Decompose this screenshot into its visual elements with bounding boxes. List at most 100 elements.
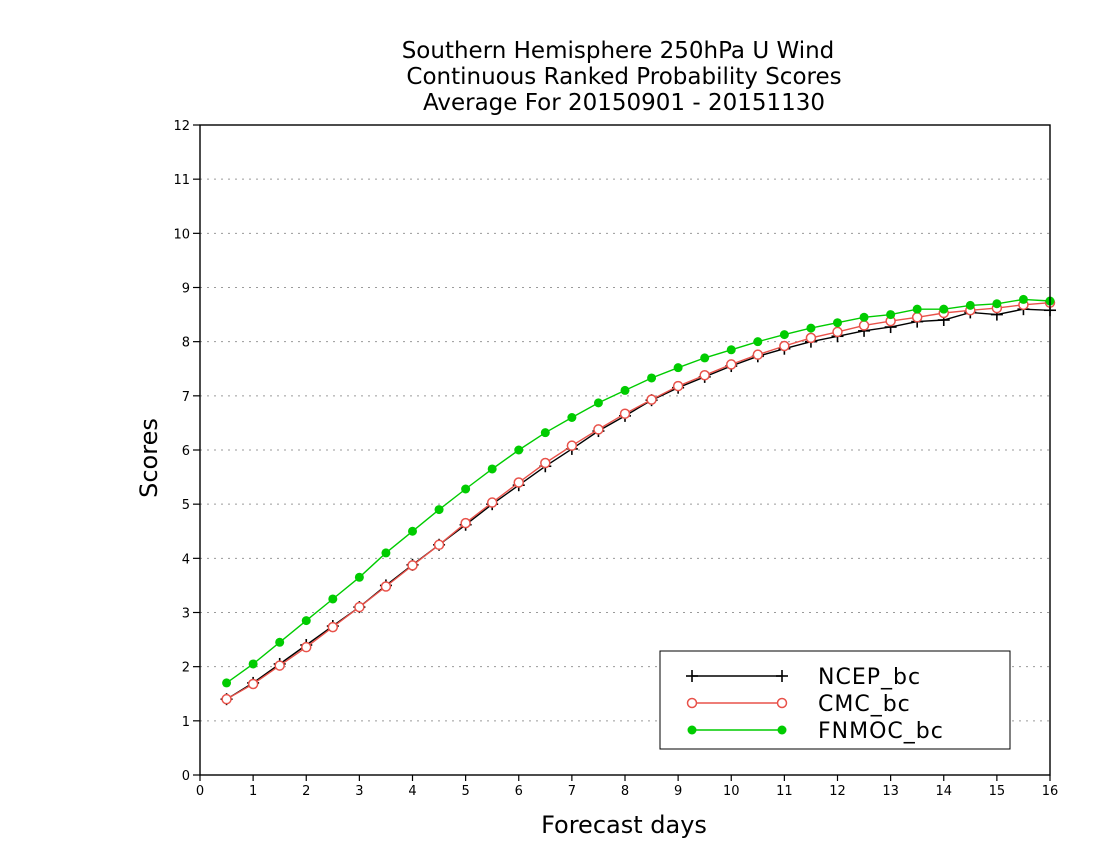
data-point-fnmoc-bc [753,337,763,347]
y-tick-label: 2 [182,661,190,676]
data-point-cmc-bc [752,349,764,360]
data-point-fnmoc-bc [647,373,657,383]
legend-marker [686,697,698,709]
y-tick-label: 11 [173,173,190,188]
data-point-cmc-bc [593,424,604,435]
x-tick-label: 10 [723,784,740,799]
data-point-fnmoc-bc [354,572,364,582]
legend-label-cmc-bc: CMC_bc [818,692,911,717]
data-point-cmc-bc [247,678,259,690]
data-point-fnmoc-bc [700,353,710,363]
data-point-fnmoc-bc [620,385,630,395]
y-tick-label: 6 [182,444,190,459]
data-point-fnmoc-bc [222,678,232,688]
gridlines [200,178,1050,722]
data-point-fnmoc-bc [806,323,816,333]
x-tick-label: 7 [568,784,576,799]
series-layer [220,294,1056,706]
data-point-fnmoc-bc [726,345,736,355]
data-point-fnmoc-bc [992,299,1002,309]
x-axis-label: Forecast days [541,811,707,839]
chart-title-line-1: Southern Hemisphere 250hPa U Wind [402,38,835,64]
y-tick-label: 3 [182,607,190,622]
x-tick-label: 13 [882,784,899,799]
y-tick-label: 7 [182,390,190,405]
data-point-fnmoc-bc [939,304,949,314]
data-point-cmc-bc [460,517,471,529]
series-cmc-bc [221,297,1056,705]
x-tick-label: 9 [674,784,682,799]
y-tick-label: 10 [173,227,190,242]
y-tick-label: 12 [173,119,190,134]
y-tick-label: 8 [182,336,190,351]
x-tick-label: 11 [776,784,793,799]
data-point-cmc-bc [407,560,418,571]
data-point-fnmoc-bc [779,330,789,340]
x-tick-label: 15 [989,784,1006,799]
data-point-cmc-bc [513,477,524,488]
chart-title-line-2: Continuous Ranked Probability Scores [406,64,841,90]
series-ncep-bc [220,303,1056,706]
data-point-cmc-bc [380,581,392,592]
legend-marker [686,670,698,682]
data-point-fnmoc-bc [434,505,444,515]
x-tick-label: 1 [249,784,257,799]
data-point-cmc-bc [540,457,551,469]
series-line-cmc-bc [226,302,1051,700]
legend-label-fnmoc-bc: FNMOC_bc [818,719,944,744]
x-tick-label: 0 [196,784,204,799]
series-fnmoc-bc [222,294,1055,688]
data-point-cmc-bc [619,408,631,419]
data-point-cmc-bc [832,326,843,338]
data-point-fnmoc-bc [301,616,311,626]
data-point-cmc-bc [274,660,285,671]
x-tick-label: 4 [408,784,416,799]
chart-title-line-3: Average For 20150901 - 20151130 [423,90,825,116]
data-point-cmc-bc [221,693,232,705]
data-point-cmc-bc [566,440,578,451]
data-point-fnmoc-bc [328,594,338,604]
y-axis-label: Scores [135,418,163,498]
series-line-ncep-bc [226,308,1051,700]
data-point-fnmoc-bc [567,413,577,422]
plot-frame [199,124,1051,776]
x-tick-label: 8 [621,784,629,799]
y-tick-label: 1 [182,715,190,730]
y-tick-label: 5 [182,498,190,513]
data-point-cmc-bc [327,621,339,633]
data-point-fnmoc-bc [912,304,922,314]
data-point-cmc-bc [726,359,737,370]
data-point-fnmoc-bc [673,363,683,373]
x-tick-label: 5 [461,784,469,799]
data-point-fnmoc-bc [514,445,524,455]
legend-marker [776,697,788,709]
data-point-fnmoc-bc [859,312,869,322]
data-point-cmc-bc [672,380,684,392]
data-point-fnmoc-bc [886,310,896,320]
legend-box [659,650,1011,750]
data-point-cmc-bc [699,370,710,381]
legend-item-ncep-bc: NCEP_bc [686,665,921,690]
x-tick-label: 14 [935,784,952,799]
data-point-cmc-bc [433,539,445,551]
data-point-cmc-bc [805,332,817,344]
x-tick-label: 16 [1042,784,1059,799]
y-tick-label: 0 [182,769,190,784]
legend-label-ncep-bc: NCEP_bc [818,665,921,690]
data-point-fnmoc-bc [275,637,285,647]
data-point-fnmoc-bc [1018,294,1028,304]
data-point-fnmoc-bc [381,548,391,558]
data-point-cmc-bc [858,320,870,331]
legend-marker [776,670,788,682]
legend-item-cmc-bc: CMC_bc [686,692,911,717]
legend-marker [687,725,697,735]
data-point-cmc-bc [354,601,365,613]
x-tick-label: 3 [355,784,363,799]
data-point-fnmoc-bc [461,484,471,494]
data-point-fnmoc-bc [487,464,497,474]
x-tick-label: 2 [302,784,310,799]
data-point-cmc-bc [779,340,790,352]
